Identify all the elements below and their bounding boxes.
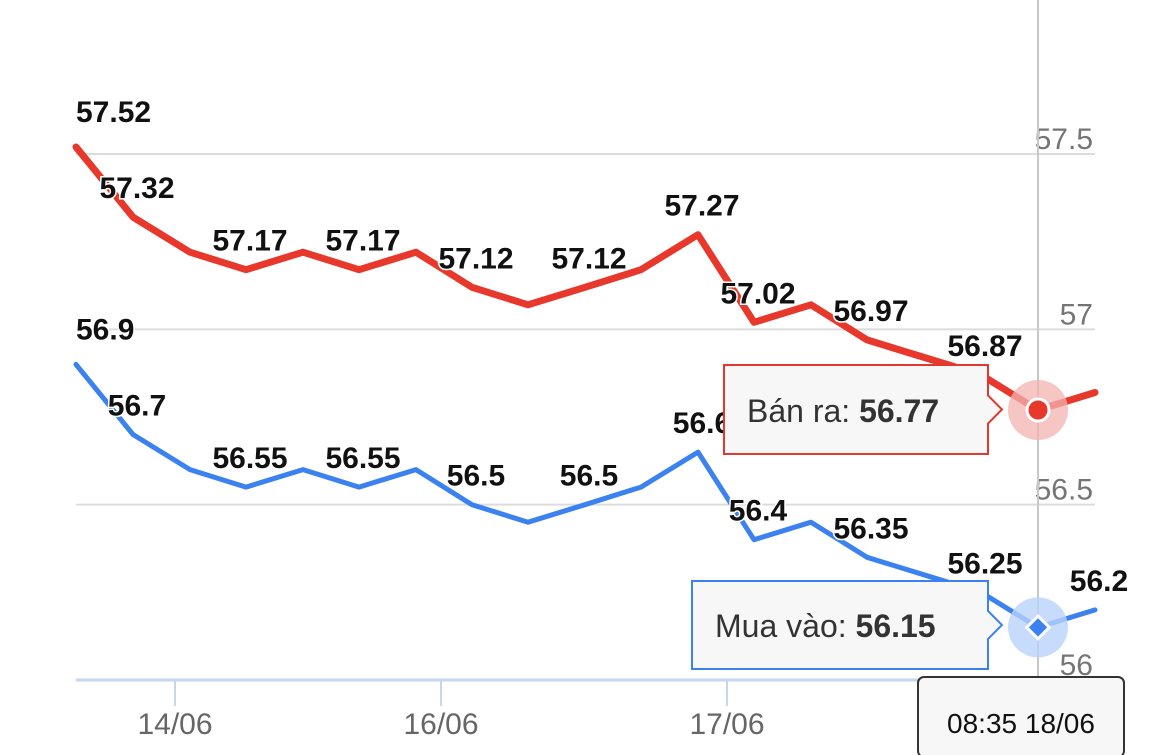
buy-selected-point xyxy=(1024,613,1052,641)
tooltip-layer: Bán ra: 56.77 Mua vào: 56.15 08:35 18/06 xyxy=(691,0,1125,755)
buy-data-label: 56.4 xyxy=(729,495,788,528)
sell-data-label: 57.12 xyxy=(438,242,513,275)
sell-data-label: 57.02 xyxy=(720,277,795,310)
sell-data-label: 57.12 xyxy=(551,242,626,275)
buy-data-label: 56.9 xyxy=(76,313,134,346)
sell-tooltip-value: 56.77 xyxy=(859,393,939,429)
buy-tooltip-text: Mua vào: 56.15 xyxy=(715,608,936,644)
sell-series-line xyxy=(72,143,1099,414)
buy-data-label: 56.35 xyxy=(833,512,908,545)
data-labels: 57.52 57.32 57.17 57.17 57.12 57.12 57.27 57.02… xyxy=(75,94,1130,599)
sell-data-label: 57.27 xyxy=(664,190,739,223)
buy-tooltip-label: Mua vào: xyxy=(715,608,856,644)
y-tick-label: 57 xyxy=(1060,298,1093,331)
buy-data-label: 56.6 xyxy=(673,407,731,440)
x-tick-label: 17/06 xyxy=(689,708,764,741)
y-tick-label: 57.5 xyxy=(1035,123,1093,156)
sell-data-label: 57.17 xyxy=(325,225,400,258)
sell-tooltip-box xyxy=(723,364,1004,455)
buy-data-label: 56.5 xyxy=(560,460,618,493)
sell-data-label: 56.97 xyxy=(833,295,908,328)
crosshair-time-label: 08:35 18/06 xyxy=(947,708,1095,739)
sell-tooltip-text: Bán ra: 56.77 xyxy=(747,393,939,429)
buy-tooltip-box xyxy=(691,580,1004,670)
buy-data-label: 56.7 xyxy=(108,390,166,423)
sell-data-label: 57.52 xyxy=(76,96,151,129)
x-tick-label: 16/06 xyxy=(403,708,478,741)
buy-series-line xyxy=(73,361,1098,630)
y-tick-label: 56.5 xyxy=(1035,474,1093,507)
buy-data-label: 56.25 xyxy=(947,547,1022,580)
sell-tooltip-label: Bán ra: xyxy=(747,393,859,429)
x-tick-label: 14/06 xyxy=(137,708,212,741)
sell-data-label: 57.32 xyxy=(99,172,174,205)
sell-data-label: 57.17 xyxy=(212,225,287,258)
series-layer xyxy=(72,143,1099,630)
buy-tooltip-value: 56.15 xyxy=(856,608,936,644)
buy-data-label: 56.55 xyxy=(212,442,287,475)
sell-selected-point xyxy=(1025,397,1051,423)
crosshair-time-box xyxy=(917,676,1125,755)
buy-data-label: 56.5 xyxy=(447,460,505,493)
buy-data-label: 56.55 xyxy=(325,442,400,475)
buy-data-label: 56.2 xyxy=(1070,565,1128,598)
sell-data-label: 56.87 xyxy=(947,330,1022,363)
